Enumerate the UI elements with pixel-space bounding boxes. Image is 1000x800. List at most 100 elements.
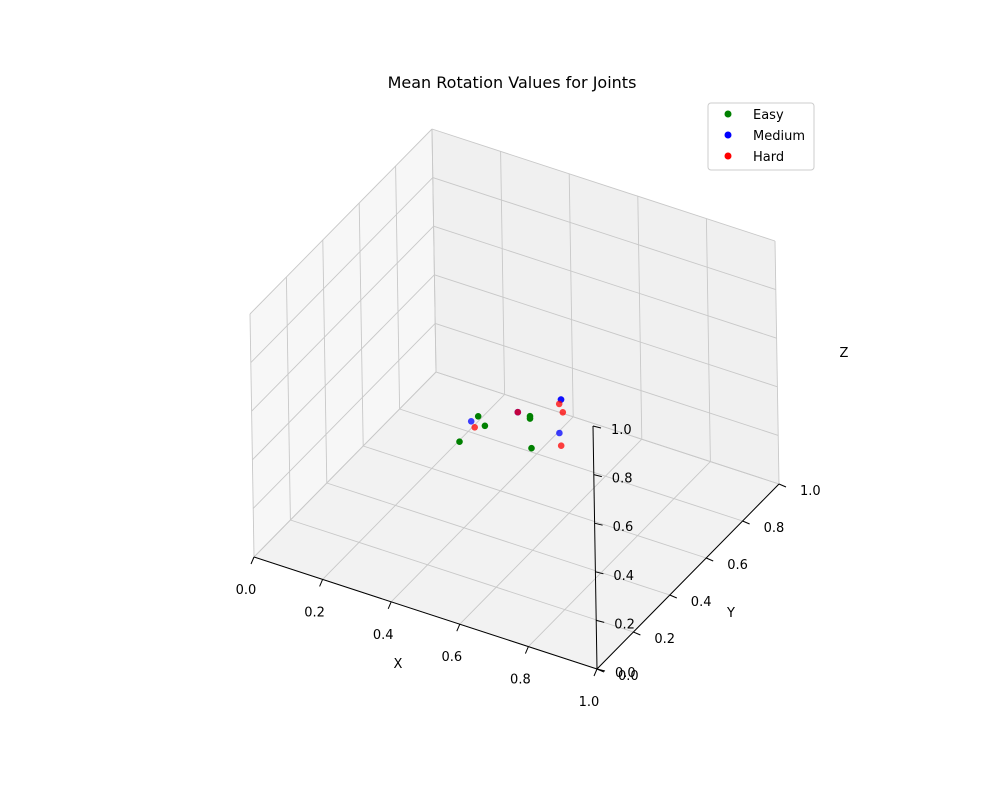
grid-line-z-back [431, 128, 776, 242]
grid-line-y-left [322, 239, 328, 484]
x-tick-label: 0.4 [373, 628, 394, 643]
data-points [456, 396, 567, 452]
y-tick-label: 0.4 [691, 595, 712, 610]
x-tick-label: 0.0 [236, 583, 257, 598]
grid-line-y-floor [290, 519, 634, 633]
data-point [471, 424, 479, 431]
grid-line-y-floor [399, 408, 743, 522]
x-axis-line [253, 556, 598, 670]
x-tick-mark [387, 601, 392, 609]
x-axis-label: X [394, 657, 403, 672]
series-easy [456, 412, 535, 452]
y-tick-label: 1.0 [800, 484, 821, 499]
x-tick-mark [524, 646, 529, 654]
x-tick-label: 0.2 [304, 605, 325, 620]
z-tick-label: 0.6 [613, 520, 634, 535]
grid-line-y-left [431, 128, 437, 373]
grid-line-y-left [395, 165, 401, 410]
axis-panes [250, 129, 779, 669]
grid-line-z-left [249, 128, 433, 315]
pane-floor [254, 372, 779, 669]
grid-line-z-back [434, 274, 778, 388]
x-tick-label: 1.0 [579, 695, 600, 710]
grid-line-z-left [251, 225, 434, 412]
grid-line-z-left [252, 274, 435, 461]
data-point [456, 438, 463, 446]
grid-line-y-floor [435, 371, 780, 485]
legend-entry: Hard [753, 150, 784, 165]
data-point [555, 400, 563, 408]
grid-line-x-floor [528, 461, 711, 647]
grid-line-y-left [358, 202, 364, 447]
y-tick-mark [742, 520, 750, 525]
grid-line-x-back [637, 196, 643, 440]
y-tick-mark [669, 594, 677, 599]
z-tick-label: 1.0 [611, 423, 632, 438]
legend-entry: Medium [753, 129, 805, 144]
grid-line-y-floor [326, 482, 670, 596]
grid-line-x-back [774, 240, 780, 485]
z-tick-label: 0.2 [614, 617, 635, 632]
x-tick-label: 0.6 [441, 650, 462, 665]
data-point [526, 412, 534, 420]
grid-line-z-left [252, 323, 436, 509]
legend: Easy Medium Hard [707, 102, 815, 171]
y-axis-line [596, 483, 780, 670]
y-tick-label: 0.2 [654, 632, 675, 647]
data-point [557, 442, 565, 450]
data-point [556, 429, 563, 437]
grid-line-y-floor [363, 445, 707, 559]
data-point [559, 409, 567, 416]
y-tick-mark [778, 483, 787, 488]
data-point [528, 444, 535, 452]
y-axis-label: Y [726, 606, 735, 621]
series-hard [471, 400, 567, 450]
grid-line-z-left [253, 371, 437, 558]
y-tick-mark [706, 557, 714, 562]
tick-labels: 0.00.20.40.60.81.00.00.20.40.60.81.00.00… [236, 423, 821, 710]
x-tick-mark [319, 579, 324, 587]
z-tick-mark [596, 619, 605, 623]
x-tick-mark [593, 668, 598, 677]
grid-line-y-left [249, 313, 255, 558]
legend-marker [724, 152, 732, 160]
x-tick-label: 0.8 [510, 673, 531, 688]
grid-line-x-floor [459, 438, 643, 625]
z-tick-mark [595, 571, 604, 575]
legend-entry: Easy [753, 108, 784, 123]
z-axis-line [592, 425, 598, 670]
grid-line-x-back [568, 173, 574, 417]
grid-line-x-back [705, 218, 711, 462]
pane-back [432, 129, 779, 484]
chart-title: Mean Rotation Values for Joints [388, 73, 637, 92]
grid-line-z-left [250, 177, 434, 363]
data-point [514, 408, 522, 416]
z-tick-label: 0.0 [615, 666, 636, 681]
y-tick-label: 0.8 [764, 521, 785, 536]
grid-line-z-back [433, 225, 777, 339]
z-tick-label: 0.4 [613, 569, 634, 584]
z-axis-label: Z [840, 346, 849, 361]
data-point [474, 413, 482, 420]
legend-frame [707, 102, 815, 171]
y-tick-label: 0.0 [618, 669, 639, 684]
x-tick-mark [250, 556, 255, 565]
pane-left [250, 129, 436, 557]
data-point [481, 422, 489, 430]
axis-lines [253, 425, 780, 670]
y-tick-mark [633, 631, 641, 636]
legend-marker [724, 131, 732, 139]
grid-line-x-floor [390, 416, 574, 603]
y-tick-label: 0.6 [727, 558, 748, 573]
data-point [467, 418, 475, 425]
legend-marker [724, 110, 732, 118]
grid-line-y-left [285, 276, 291, 521]
z-tick-label: 0.8 [612, 472, 633, 487]
grid-line-x-back [500, 151, 506, 395]
x-tick-mark [456, 624, 461, 632]
grid-line-z-back [432, 177, 776, 291]
z-tick-mark [596, 668, 606, 672]
grid-line-z-back [435, 322, 779, 436]
z-tick-mark [592, 425, 602, 429]
